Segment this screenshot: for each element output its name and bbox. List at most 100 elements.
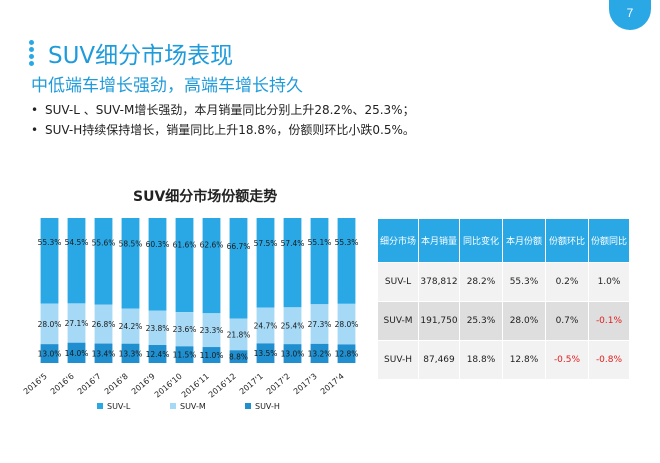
table-header-cell: 份额同比 — [588, 218, 630, 263]
bar-suv-h — [40, 344, 59, 363]
x-tick-label: 2016'7 — [76, 372, 103, 397]
bar-suv-m — [337, 303, 356, 345]
bar-suv-h — [202, 347, 221, 363]
table-cell: 191,750 — [418, 301, 460, 341]
bullet-list: • SUV-L 、SUV-M增长强劲，本月销量同比分别上升28.2%、25.3%；… — [31, 100, 415, 140]
segment-table: 细分市场 本月销量 同比变化 本月份额 份额环比 份额同比 SUV-L 378,… — [377, 218, 630, 380]
data-label-suv-l: 57.4% — [281, 239, 305, 248]
bar-suv-h — [337, 344, 356, 363]
bar-suv-l — [310, 218, 329, 305]
data-label-suv-h: 12.8% — [335, 350, 359, 359]
bullet-text: SUV-L 、SUV-M增长强劲，本月销量同比分别上升28.2%、25.3%； — [45, 103, 415, 117]
legend-swatch-suv-l — [97, 403, 103, 409]
x-tick-label: 2017'1 — [238, 372, 265, 397]
table-header-cell: 同比变化 — [459, 218, 503, 263]
bullet-text: SUV-H持续保持增长，销量同比上升18.8%，份额则环比小跌0.5%。 — [45, 123, 415, 137]
data-label-suv-m: 28.0% — [335, 320, 359, 329]
data-label-suv-l: 62.6% — [200, 241, 224, 250]
bar-suv-h — [283, 344, 302, 363]
data-label-suv-m: 23.8% — [146, 324, 170, 333]
table-cell: SUV-H — [377, 340, 419, 380]
data-label-suv-m: 24.7% — [254, 322, 278, 331]
data-label-suv-m: 27.1% — [65, 319, 89, 328]
table-header-cell: 本月份额 — [502, 218, 546, 263]
data-label-suv-h: 11.5% — [173, 351, 197, 360]
table-cell: 87,469 — [418, 340, 460, 380]
legend-label: SUV-H — [255, 402, 280, 411]
bar-suv-m — [310, 304, 329, 344]
bar-suv-l — [121, 218, 140, 309]
bullet-item: • SUV-H持续保持增长，销量同比上升18.8%，份额则环比小跌0.5%。 — [31, 123, 415, 137]
x-tick-label: 2016'6 — [49, 372, 76, 397]
data-label-suv-l: 55.6% — [92, 238, 116, 247]
data-label-suv-h: 13.5% — [254, 349, 278, 358]
data-label-suv-l: 55.3% — [38, 238, 62, 247]
legend-label: SUV-M — [180, 402, 206, 411]
x-tick-label: 2016'8 — [103, 372, 130, 397]
bar-suv-l — [175, 218, 194, 313]
bar-suv-l — [337, 218, 356, 304]
table-cell: 378,812 — [418, 262, 460, 302]
data-label-suv-l: 54.5% — [65, 238, 89, 247]
data-label-suv-m: 21.8% — [227, 330, 251, 339]
data-label-suv-h: 12.4% — [146, 350, 170, 359]
data-label-suv-m: 26.8% — [92, 320, 116, 329]
page-subtitle: 中低端车增长强劲，高端车增长持久 — [31, 76, 303, 96]
table-cell: 0.7% — [545, 301, 589, 341]
data-label-suv-l: 61.6% — [173, 240, 197, 249]
bar-suv-l — [283, 218, 302, 308]
data-label-suv-h: 13.0% — [38, 350, 62, 359]
bar-suv-h — [310, 343, 329, 363]
bar-suv-h — [94, 343, 113, 363]
data-label-suv-l: 57.5% — [254, 239, 278, 248]
title-decoration-dots — [29, 40, 35, 68]
legend-swatch-suv-h — [245, 403, 251, 409]
table-row: SUV-H 87,469 18.8% 12.8% -0.5% -0.8% — [377, 340, 630, 380]
bullet-item: • SUV-L 、SUV-M增长强劲，本月销量同比分别上升28.2%、25.3%； — [31, 103, 415, 117]
data-label-suv-h: 11.0% — [200, 351, 224, 360]
legend-swatch-suv-m — [170, 403, 176, 409]
x-tick-label: 2016'11 — [180, 372, 211, 400]
bar-suv-h — [67, 342, 86, 363]
x-tick-label: 2017'4 — [319, 372, 346, 397]
page-number: 7 — [626, 6, 634, 20]
legend-label: SUV-L — [107, 402, 131, 411]
data-label-suv-l: 55.3% — [335, 238, 359, 247]
table-cell: -0.8% — [588, 340, 630, 380]
data-label-suv-l: 55.1% — [308, 238, 332, 247]
table-cell: 0.2% — [545, 262, 589, 302]
table-cell: 18.8% — [459, 340, 503, 380]
bar-suv-m — [283, 307, 302, 345]
data-label-suv-h: 14.0% — [65, 349, 89, 358]
x-tick-label: 2016'12 — [207, 372, 238, 400]
x-tick-label: 2017'3 — [292, 372, 319, 397]
table-cell: 55.3% — [502, 262, 546, 302]
bar-suv-l — [256, 218, 275, 308]
bar-suv-h — [148, 345, 167, 363]
table-header-row: 细分市场 本月销量 同比变化 本月份额 份额环比 份额同比 — [377, 218, 630, 263]
table-cell: -0.5% — [545, 340, 589, 380]
x-tick-label: 2016'5 — [22, 372, 49, 397]
bar-suv-m — [175, 312, 194, 347]
bar-suv-h — [121, 343, 140, 363]
bar-suv-h — [256, 343, 275, 363]
table-header-cell: 份额环比 — [545, 218, 589, 263]
bar-suv-m — [121, 308, 140, 344]
data-label-suv-l: 58.5% — [119, 239, 143, 248]
table-cell: SUV-L — [377, 262, 419, 302]
x-tick-label: 2017'2 — [265, 372, 292, 397]
bar-suv-h — [175, 346, 194, 363]
bar-suv-l — [67, 218, 86, 304]
bar-suv-m — [40, 303, 59, 345]
page-title: SUV细分市场表现 — [48, 43, 234, 69]
table-cell: -0.1% — [588, 301, 630, 341]
bar-suv-l — [40, 218, 59, 304]
data-label-suv-h: 13.4% — [92, 349, 116, 358]
table-cell: 1.0% — [588, 262, 630, 302]
data-label-suv-l: 66.7% — [227, 242, 251, 251]
data-label-suv-m: 27.3% — [308, 320, 332, 329]
bar-suv-m — [202, 313, 221, 348]
bar-suv-m — [148, 310, 167, 346]
data-label-suv-m: 24.2% — [119, 322, 143, 331]
